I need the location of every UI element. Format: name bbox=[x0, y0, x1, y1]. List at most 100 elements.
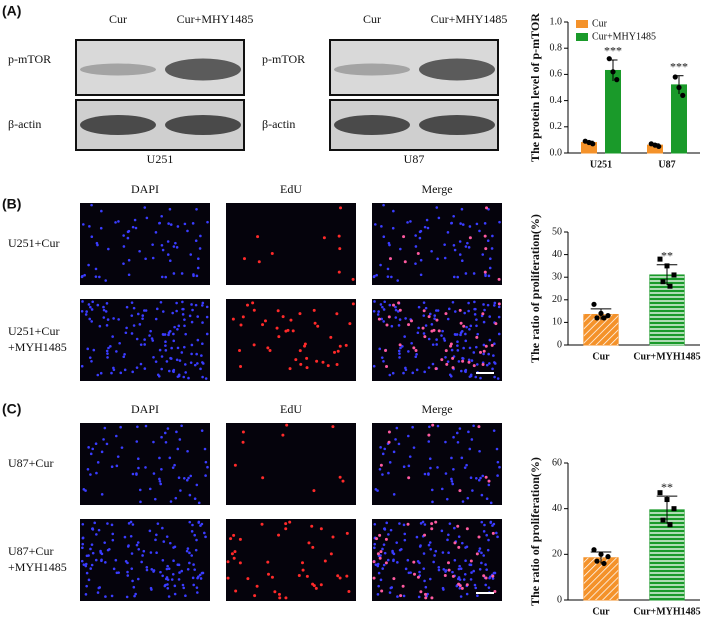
nucleus bbox=[165, 360, 169, 363]
nucleus bbox=[105, 324, 109, 327]
nucleus bbox=[419, 273, 423, 277]
y-axis-title: The ratio of proliferation(%) bbox=[528, 214, 542, 363]
nucleus bbox=[159, 300, 163, 304]
nucleus bbox=[201, 571, 205, 575]
edu-nucleus bbox=[333, 350, 337, 354]
data-point bbox=[605, 313, 611, 319]
nucleus bbox=[479, 376, 482, 380]
nucleus bbox=[95, 471, 98, 475]
nucleus bbox=[380, 356, 384, 359]
nucleus bbox=[409, 571, 412, 574]
edu-nucleus bbox=[435, 318, 439, 322]
nucleus bbox=[390, 324, 394, 328]
nucleus bbox=[397, 442, 401, 446]
nucleus bbox=[145, 565, 149, 569]
edu-nucleus bbox=[288, 520, 292, 524]
edu-nucleus bbox=[351, 302, 355, 306]
nucleus bbox=[138, 323, 142, 326]
micrograph bbox=[226, 299, 356, 381]
nucleus bbox=[414, 234, 417, 237]
nucleus bbox=[485, 533, 489, 537]
nucleus bbox=[158, 348, 162, 352]
panel-label: (A) bbox=[2, 3, 21, 19]
nucleus bbox=[453, 526, 456, 530]
nucleus bbox=[112, 368, 116, 372]
edu-nucleus bbox=[329, 335, 333, 339]
nucleus bbox=[189, 253, 193, 256]
y-axis-title: The protein level of p-mTOR bbox=[528, 13, 542, 162]
nucleus bbox=[183, 318, 186, 321]
nucleus bbox=[183, 222, 187, 226]
nucleus bbox=[373, 274, 376, 278]
edu-nucleus bbox=[423, 592, 427, 596]
edu-nucleus bbox=[238, 537, 242, 541]
micrograph bbox=[372, 423, 502, 505]
nucleus bbox=[184, 371, 187, 374]
nucleus bbox=[381, 567, 384, 570]
edu-nucleus bbox=[477, 425, 481, 429]
nucleus bbox=[155, 307, 159, 311]
nucleus bbox=[143, 367, 147, 370]
nucleus bbox=[465, 325, 468, 329]
nucleus bbox=[90, 235, 94, 239]
nucleus bbox=[149, 329, 152, 333]
data-point bbox=[591, 547, 597, 553]
nucleus bbox=[412, 446, 416, 449]
nucleus bbox=[450, 348, 454, 352]
panel-label: (B) bbox=[2, 196, 21, 212]
edu-nucleus bbox=[453, 541, 457, 545]
nucleus bbox=[383, 551, 387, 555]
nucleus bbox=[373, 542, 377, 546]
edu-nucleus bbox=[409, 319, 413, 323]
nucleus bbox=[183, 324, 186, 328]
blot-row-label: p-mTOR bbox=[8, 52, 51, 66]
nucleus bbox=[426, 592, 429, 596]
nucleus bbox=[467, 301, 470, 305]
nucleus bbox=[430, 488, 434, 492]
edu-nucleus bbox=[319, 527, 323, 531]
nucleus bbox=[189, 474, 193, 478]
data-point bbox=[591, 301, 597, 307]
nucleus bbox=[166, 253, 170, 256]
nucleus bbox=[464, 559, 467, 563]
nucleus bbox=[406, 221, 409, 224]
y-tick-label: 1.0 bbox=[550, 16, 563, 27]
nucleus bbox=[382, 203, 385, 207]
edu-nucleus bbox=[437, 329, 441, 333]
nucleus bbox=[167, 595, 171, 598]
nucleus bbox=[196, 362, 199, 365]
nucleus bbox=[446, 317, 450, 321]
nucleus bbox=[395, 426, 399, 430]
nucleus bbox=[467, 309, 470, 313]
edu-nucleus bbox=[472, 364, 476, 368]
edu-nucleus bbox=[432, 328, 436, 332]
nucleus bbox=[444, 472, 448, 475]
nucleus bbox=[166, 586, 170, 590]
edu-nucleus bbox=[416, 575, 420, 579]
edu-nucleus bbox=[299, 362, 303, 366]
nucleus bbox=[201, 361, 204, 364]
nucleus bbox=[436, 257, 439, 261]
nucleus bbox=[394, 316, 398, 319]
nucleus bbox=[437, 568, 441, 572]
edu-nucleus bbox=[347, 589, 351, 593]
nucleus bbox=[480, 520, 484, 524]
nucleus bbox=[84, 564, 88, 568]
nucleus bbox=[403, 532, 407, 536]
nucleus bbox=[150, 568, 154, 571]
nucleus bbox=[383, 300, 386, 304]
edu-nucleus bbox=[313, 321, 317, 325]
edu-nucleus bbox=[301, 568, 305, 572]
nucleus bbox=[153, 497, 157, 501]
edu-nucleus bbox=[458, 308, 462, 312]
nucleus bbox=[111, 538, 115, 542]
nucleus bbox=[89, 473, 92, 476]
nucleus bbox=[481, 474, 485, 478]
nucleus bbox=[172, 332, 175, 336]
nucleus bbox=[191, 308, 194, 312]
data-point bbox=[590, 141, 596, 147]
nucleus bbox=[161, 558, 165, 562]
nucleus bbox=[402, 465, 406, 468]
nucleus bbox=[155, 551, 158, 555]
edu-nucleus bbox=[298, 349, 302, 353]
